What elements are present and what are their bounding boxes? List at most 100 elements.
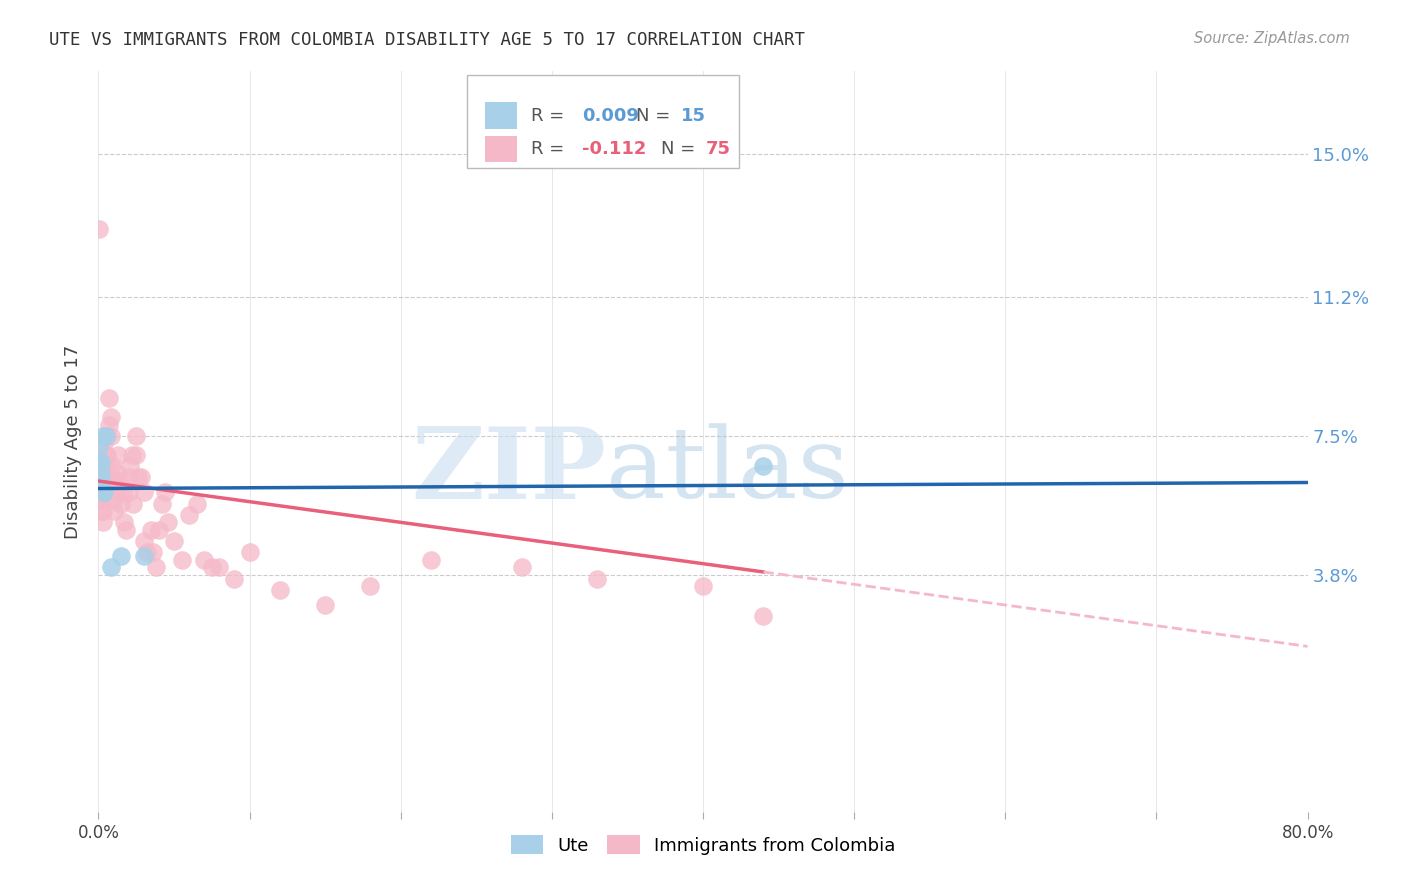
Point bbox=[96, 429, 118, 443]
Point bbox=[208, 560, 231, 574]
Point bbox=[90, 485, 112, 500]
Point bbox=[269, 582, 291, 597]
Point bbox=[179, 508, 201, 522]
Point bbox=[89, 222, 111, 236]
Text: 0.009: 0.009 bbox=[582, 107, 638, 125]
Point bbox=[98, 417, 121, 432]
Point bbox=[510, 560, 533, 574]
Text: Source: ZipAtlas.com: Source: ZipAtlas.com bbox=[1194, 31, 1350, 46]
Point bbox=[193, 553, 215, 567]
Point bbox=[111, 485, 134, 500]
Point bbox=[186, 497, 208, 511]
Point bbox=[91, 504, 114, 518]
Point bbox=[224, 572, 246, 586]
Legend: Ute, Immigrants from Colombia: Ute, Immigrants from Colombia bbox=[503, 828, 903, 862]
Point bbox=[105, 485, 128, 500]
Point bbox=[91, 474, 114, 488]
Point bbox=[120, 458, 142, 473]
Point bbox=[122, 497, 145, 511]
Point bbox=[156, 516, 179, 530]
Point bbox=[132, 534, 155, 549]
Point bbox=[94, 429, 117, 443]
Point bbox=[163, 534, 186, 549]
Point bbox=[90, 474, 112, 488]
Point bbox=[89, 474, 111, 488]
Point bbox=[239, 545, 262, 559]
Text: ZIP: ZIP bbox=[412, 423, 606, 520]
Point bbox=[89, 455, 111, 469]
Point bbox=[105, 467, 128, 481]
Point bbox=[121, 448, 143, 462]
Point bbox=[89, 492, 111, 507]
Bar bbox=[485, 103, 517, 129]
Point bbox=[114, 523, 136, 537]
Point bbox=[89, 440, 111, 454]
Point bbox=[127, 470, 149, 484]
Point bbox=[89, 455, 111, 469]
Point bbox=[90, 467, 112, 481]
Text: R =: R = bbox=[531, 140, 571, 158]
Point bbox=[100, 560, 122, 574]
Text: atlas: atlas bbox=[606, 424, 849, 519]
Point bbox=[91, 485, 114, 500]
Point bbox=[420, 553, 443, 567]
Point bbox=[91, 492, 114, 507]
Point bbox=[89, 455, 111, 469]
Text: -0.112: -0.112 bbox=[582, 140, 647, 158]
Point bbox=[752, 458, 775, 473]
Y-axis label: Disability Age 5 to 17: Disability Age 5 to 17 bbox=[65, 344, 83, 539]
Point bbox=[145, 560, 167, 574]
Point bbox=[125, 429, 148, 443]
Text: UTE VS IMMIGRANTS FROM COLOMBIA DISABILITY AGE 5 TO 17 CORRELATION CHART: UTE VS IMMIGRANTS FROM COLOMBIA DISABILI… bbox=[49, 31, 806, 49]
Point bbox=[752, 609, 775, 624]
Point bbox=[108, 474, 131, 488]
Point bbox=[112, 516, 135, 530]
Point bbox=[91, 429, 114, 443]
FancyBboxPatch shape bbox=[467, 75, 740, 168]
Point bbox=[586, 572, 609, 586]
Bar bbox=[485, 136, 517, 162]
Point bbox=[90, 504, 112, 518]
Point bbox=[89, 474, 111, 488]
Text: N =: N = bbox=[637, 107, 676, 125]
Text: 15: 15 bbox=[682, 107, 706, 125]
Point bbox=[360, 579, 382, 593]
Point bbox=[101, 458, 124, 473]
Point bbox=[93, 474, 115, 488]
Point bbox=[692, 579, 714, 593]
Point bbox=[129, 470, 152, 484]
Point bbox=[94, 458, 117, 473]
Point bbox=[104, 474, 127, 488]
Point bbox=[91, 516, 114, 530]
Point bbox=[150, 497, 173, 511]
Text: R =: R = bbox=[531, 107, 571, 125]
Point bbox=[141, 523, 163, 537]
Point bbox=[89, 467, 111, 481]
Point bbox=[90, 455, 112, 469]
Point bbox=[96, 448, 118, 462]
Point bbox=[101, 474, 124, 488]
Point bbox=[132, 485, 155, 500]
Point bbox=[103, 492, 125, 507]
Point bbox=[93, 455, 115, 469]
Point bbox=[110, 497, 132, 511]
Point bbox=[118, 485, 141, 500]
Point bbox=[153, 485, 176, 500]
Point bbox=[110, 549, 132, 564]
Point bbox=[125, 448, 148, 462]
Point bbox=[103, 504, 125, 518]
Point bbox=[148, 523, 170, 537]
Point bbox=[94, 477, 117, 491]
Point bbox=[170, 553, 193, 567]
Point bbox=[98, 392, 121, 406]
Point bbox=[201, 560, 224, 574]
Point bbox=[100, 429, 122, 443]
Point bbox=[94, 448, 117, 462]
Point bbox=[90, 455, 112, 469]
Text: 75: 75 bbox=[706, 140, 731, 158]
Point bbox=[91, 485, 114, 500]
Point bbox=[107, 448, 129, 462]
Point bbox=[118, 470, 141, 484]
Point bbox=[314, 598, 336, 612]
Point bbox=[93, 485, 115, 500]
